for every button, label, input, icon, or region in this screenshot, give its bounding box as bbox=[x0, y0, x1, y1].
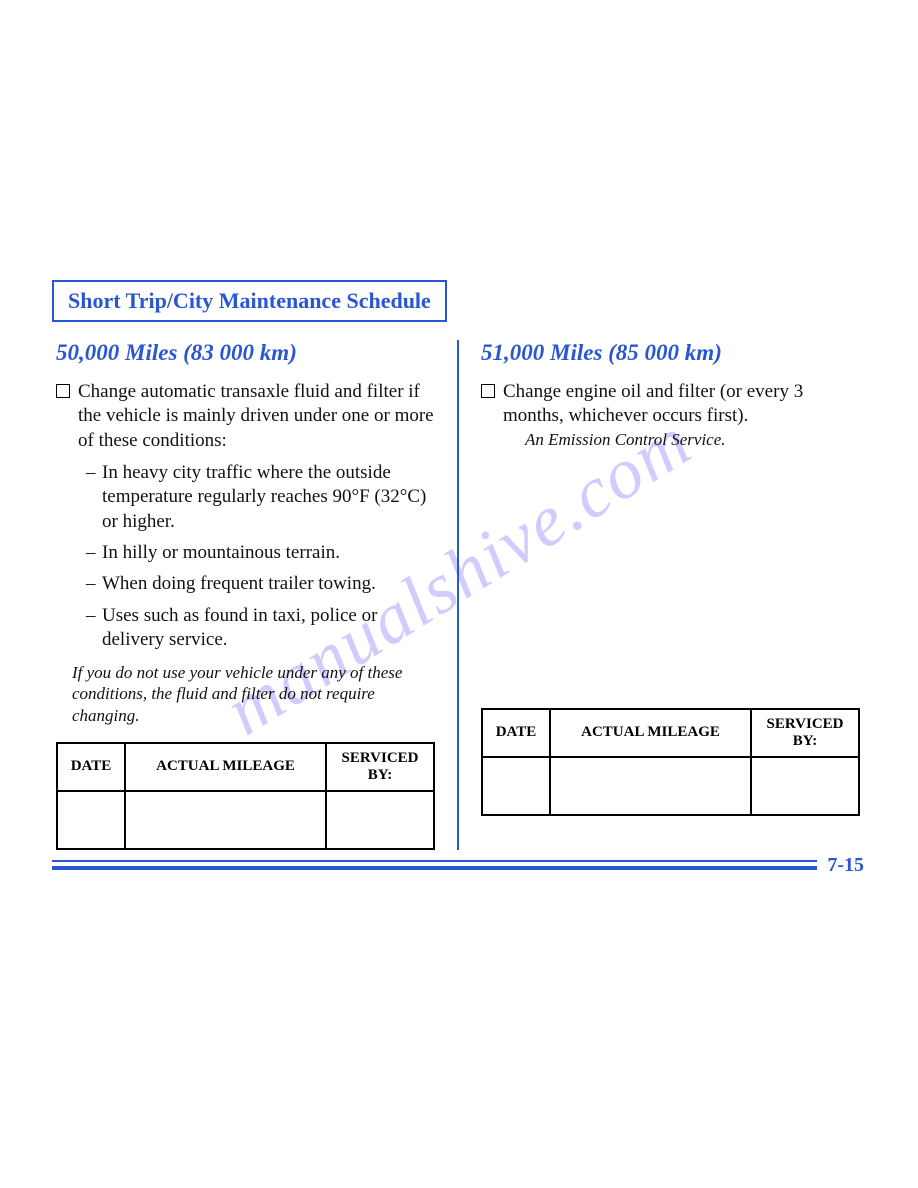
table-header-row: DATE ACTUAL MILEAGE SERVICED BY: bbox=[57, 743, 434, 791]
checkbox-icon[interactable] bbox=[481, 384, 495, 398]
footer-rules: 7-15 bbox=[52, 860, 864, 888]
cell-mileage[interactable] bbox=[125, 791, 326, 849]
two-column-layout: 50,000 Miles (83 000 km) Change automati… bbox=[52, 340, 864, 850]
checkbox-icon[interactable] bbox=[56, 384, 70, 398]
table-row bbox=[57, 791, 434, 849]
condition-item: In hilly or mountainous terrain. bbox=[86, 541, 435, 565]
right-log-table: DATE ACTUAL MILEAGE SERVICED BY: bbox=[481, 708, 860, 816]
col-mileage: ACTUAL MILEAGE bbox=[550, 709, 751, 757]
right-column: 51,000 Miles (85 000 km) Change engine o… bbox=[459, 340, 864, 850]
condition-item: In heavy city traffic where the outside … bbox=[86, 461, 435, 534]
left-column: 50,000 Miles (83 000 km) Change automati… bbox=[52, 340, 457, 850]
right-mileage-heading: 51,000 Miles (85 000 km) bbox=[481, 340, 860, 366]
page-content: Short Trip/City Maintenance Schedule 50,… bbox=[52, 280, 864, 888]
cell-serviced-by[interactable] bbox=[326, 791, 434, 849]
col-date: DATE bbox=[482, 709, 550, 757]
col-date: DATE bbox=[57, 743, 125, 791]
emission-note: An Emission Control Service. bbox=[525, 429, 860, 450]
right-task-row: Change engine oil and filter (or every 3… bbox=[481, 380, 860, 450]
left-mileage-heading: 50,000 Miles (83 000 km) bbox=[56, 340, 435, 366]
left-task-text: Change automatic transaxle fluid and fil… bbox=[78, 380, 435, 453]
table-header-row: DATE ACTUAL MILEAGE SERVICED BY: bbox=[482, 709, 859, 757]
schedule-title-box: Short Trip/City Maintenance Schedule bbox=[52, 280, 447, 322]
spacer bbox=[481, 458, 860, 692]
cell-date[interactable] bbox=[482, 757, 550, 815]
col-serviced-by: SERVICED BY: bbox=[751, 709, 859, 757]
cell-date[interactable] bbox=[57, 791, 125, 849]
rule-thin bbox=[52, 860, 864, 862]
col-mileage: ACTUAL MILEAGE bbox=[125, 743, 326, 791]
cell-serviced-by[interactable] bbox=[751, 757, 859, 815]
rule-thick bbox=[52, 866, 864, 870]
cell-mileage[interactable] bbox=[550, 757, 751, 815]
condition-item: Uses such as found in taxi, police or de… bbox=[86, 604, 435, 653]
col-serviced-by: SERVICED BY: bbox=[326, 743, 434, 791]
condition-list: In heavy city traffic where the outside … bbox=[56, 461, 435, 652]
left-log-table: DATE ACTUAL MILEAGE SERVICED BY: bbox=[56, 742, 435, 850]
left-task-row: Change automatic transaxle fluid and fil… bbox=[56, 380, 435, 453]
left-note: If you do not use your vehicle under any… bbox=[72, 662, 435, 726]
condition-item: When doing frequent trailer towing. bbox=[86, 572, 435, 596]
table-row bbox=[482, 757, 859, 815]
schedule-title: Short Trip/City Maintenance Schedule bbox=[68, 288, 431, 313]
right-task-text: Change engine oil and filter (or every 3… bbox=[503, 380, 860, 429]
page-number: 7-15 bbox=[817, 854, 864, 877]
